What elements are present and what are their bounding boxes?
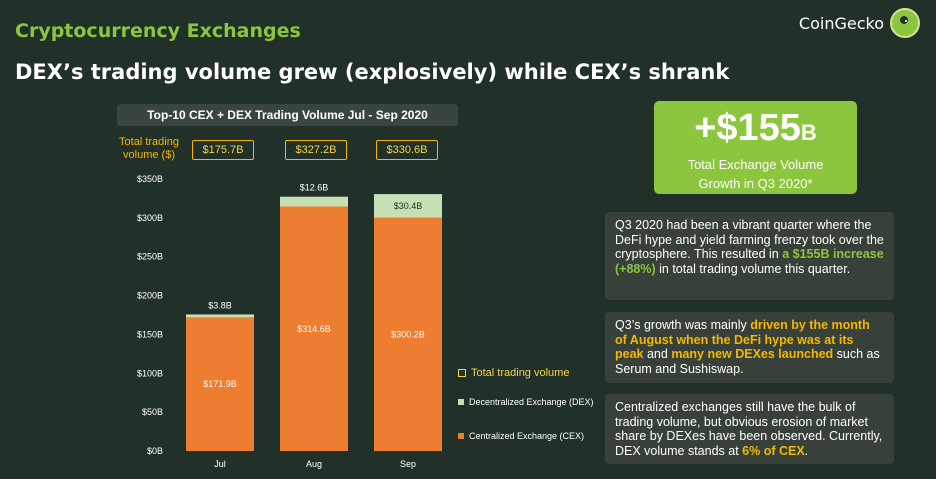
- y-tick-label: $100B: [137, 368, 163, 378]
- legend-total-swatch: [458, 369, 466, 377]
- y-tick-label: $200B: [137, 291, 163, 301]
- card2-text-c: such as Serum and Sushiswap.: [615, 347, 880, 376]
- brand-name: CoinGecko: [798, 13, 884, 33]
- insight-card-3: Centralized exchanges still have the bul…: [605, 394, 894, 464]
- bar-dex-jul: [186, 314, 254, 318]
- legend-dex-swatch: [458, 399, 464, 405]
- legend-cex-swatch: [458, 433, 464, 439]
- bar-cex-aug: [280, 206, 348, 451]
- card1-text-a: Q3 2020 had been a vibrant quarter where…: [615, 218, 884, 261]
- y-tick-label: $150B: [137, 329, 163, 339]
- data-label-cex-jul: $171.9B: [203, 379, 237, 389]
- legend-dex-label: Decentralized Exchange (DEX): [469, 397, 594, 407]
- data-label-dex-sep: $30.4B: [394, 201, 423, 211]
- bar-dex-aug: [280, 196, 348, 207]
- data-label-dex-aug: $12.6B: [300, 183, 329, 193]
- card1-highlight: a $155B increase (+88%): [615, 247, 884, 276]
- total-box-sep: $330.6B: [376, 140, 438, 160]
- bar-cex-sep: [374, 217, 442, 451]
- kpi-unit: B: [800, 120, 817, 145]
- gecko-logo-icon: [890, 8, 920, 38]
- kpi-number: +$155: [694, 107, 801, 149]
- x-tick-label: Sep: [400, 459, 416, 469]
- card2-text-b: and: [643, 347, 672, 361]
- y-tick-label: $350B: [137, 174, 163, 184]
- insight-card-1: Q3 2020 had been a vibrant quarter where…: [605, 212, 894, 300]
- x-tick-label: Jul: [214, 459, 226, 469]
- legend-dex: Decentralized Exchange (DEX): [458, 397, 594, 407]
- data-label-cex-aug: $314.6B: [297, 324, 331, 334]
- kpi-card: +$155B Total Exchange Volume Growth in Q…: [654, 101, 857, 194]
- chart-title: Top-10 CEX + DEX Trading Volume Jul - Se…: [117, 104, 458, 126]
- card3-text-b: .: [804, 443, 809, 458]
- card3-text-a: Centralized exchanges still have the bul…: [615, 400, 883, 458]
- card2-highlight-b: many new DEXes launched: [671, 347, 834, 361]
- card2-highlight-a: driven by the month of August when the D…: [615, 318, 870, 361]
- y-tick-label: $50B: [142, 407, 163, 417]
- card1-text-b: in total trading volume this quarter.: [655, 261, 851, 276]
- data-label-dex-jul: $3.8B: [208, 300, 232, 310]
- y-tick-label: $0B: [147, 446, 163, 456]
- card2-text-a: Q3’s growth was mainly: [615, 318, 751, 332]
- section-title: Cryptocurrency Exchanges: [15, 20, 301, 42]
- totals-label: Total trading volume ($): [119, 136, 179, 161]
- bar-cex-jul: [186, 317, 254, 451]
- total-box-aug: $327.2B: [285, 140, 347, 160]
- total-box-jul: $175.7B: [192, 140, 254, 160]
- x-tick-label: Aug: [306, 459, 322, 469]
- card3-highlight: 6% of CEX: [742, 443, 805, 458]
- legend-cex: Centralized Exchange (CEX): [458, 431, 584, 441]
- y-tick-label: $250B: [137, 252, 163, 262]
- headline: DEX’s trading volume grew (explosively) …: [15, 60, 730, 84]
- kpi-caption-1: Total Exchange Volume: [687, 157, 824, 172]
- kpi-caption-2: Growth in Q3 2020*: [698, 176, 813, 191]
- data-label-cex-sep: $300.2B: [391, 329, 425, 339]
- kpi-value: +$155B: [654, 107, 857, 154]
- insight-card-2: Q3’s growth was mainly driven by the mon…: [605, 312, 894, 383]
- brand: CoinGecko: [799, 8, 920, 38]
- bar-dex-sep: [374, 194, 442, 218]
- legend-total-label: Total trading volume: [471, 367, 570, 379]
- y-tick-label: $300B: [137, 213, 163, 223]
- legend-total: Total trading volume: [458, 367, 569, 379]
- legend-cex-label: Centralized Exchange (CEX): [469, 431, 585, 441]
